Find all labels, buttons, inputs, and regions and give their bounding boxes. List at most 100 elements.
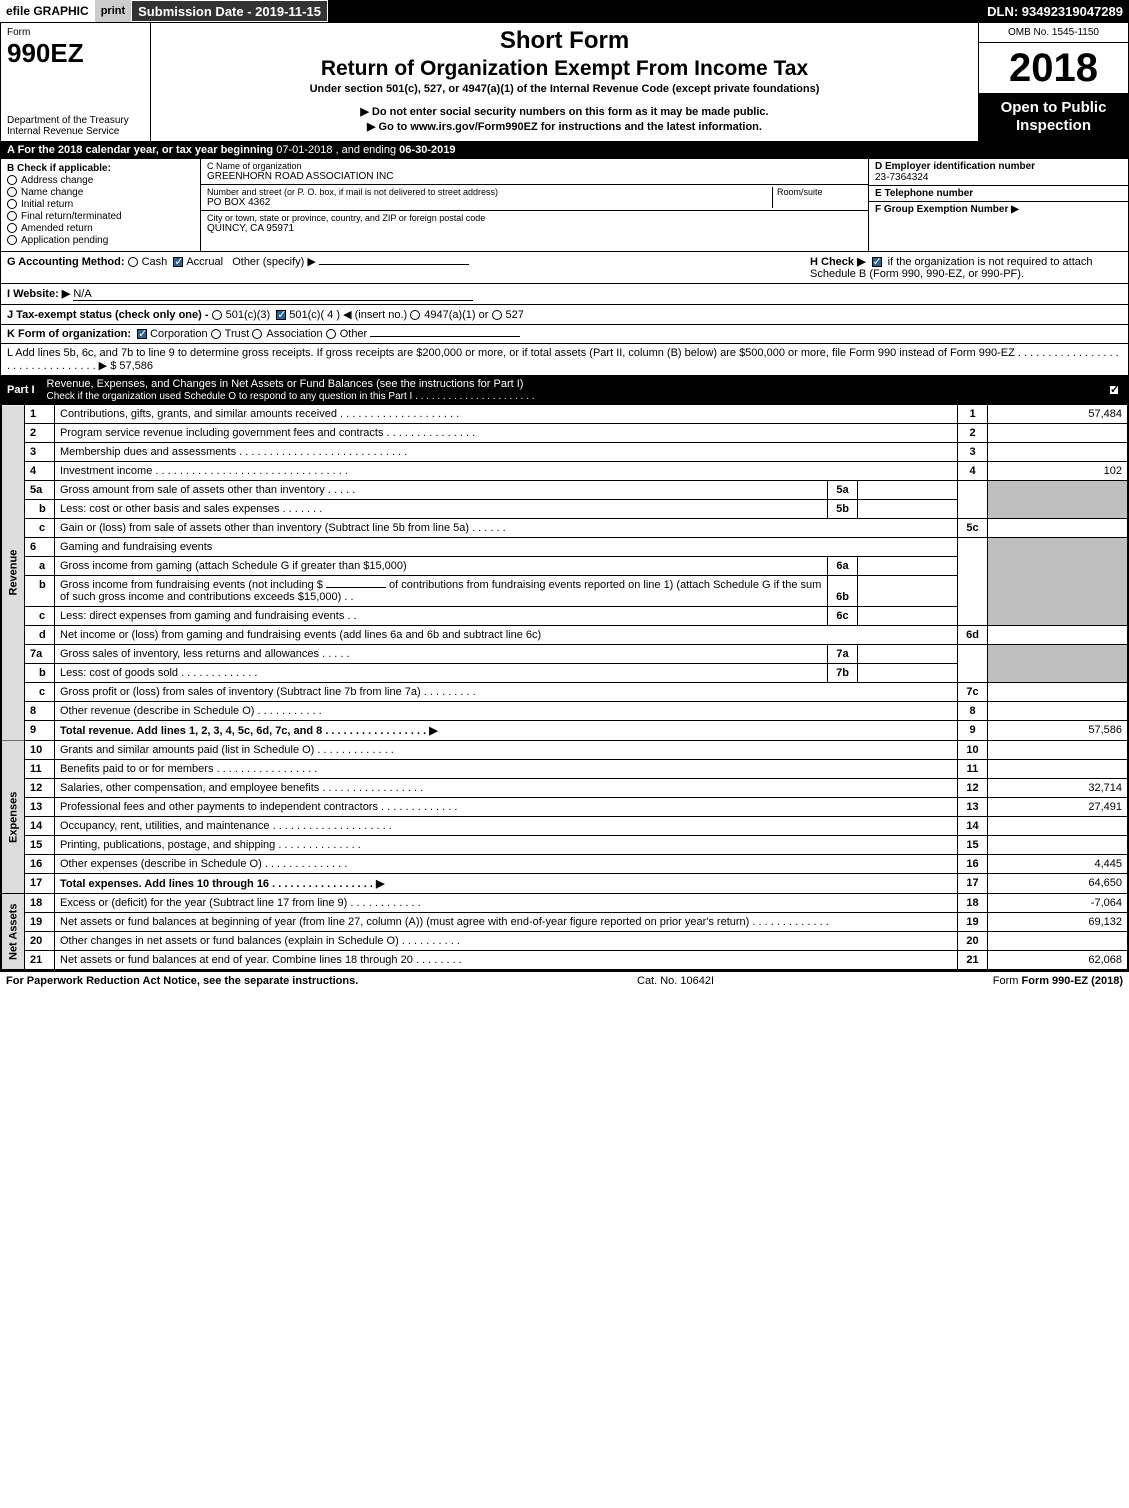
goto-link[interactable]: ▶ Go to www.irs.gov/Form990EZ for instru… [159, 120, 970, 133]
row-10-desc: Grants and similar amounts paid (list in… [55, 741, 958, 760]
chk-application-pending[interactable]: Application pending [7, 235, 194, 246]
row-11-rn: 11 [958, 760, 988, 779]
k-corp[interactable] [137, 329, 147, 339]
chk-final-return[interactable]: Final return/terminated [7, 211, 194, 222]
row-a-period: A For the 2018 calendar year, or tax yea… [1, 142, 1128, 159]
h-check[interactable] [872, 257, 882, 267]
column-c: C Name of organization GREENHORN ROAD AS… [201, 159, 868, 251]
room-lbl: Room/suite [777, 187, 862, 197]
row-17-num: 17 [25, 874, 55, 894]
efile-graphic-label: efile GRAPHIC [0, 0, 95, 22]
row-6b-mn: 6b [828, 576, 858, 607]
row-18-amt: -7,064 [988, 894, 1128, 913]
dln-label: DLN: 93492319047289 [981, 0, 1129, 22]
row-2-desc: Program service revenue including govern… [55, 424, 958, 443]
part-i-header: Part I Revenue, Expenses, and Changes in… [1, 375, 1128, 405]
row-7a-mv [858, 645, 958, 664]
top-bar: efile GRAPHIC print Submission Date - 20… [0, 0, 1129, 22]
row-9-desc: Total revenue. Add lines 1, 2, 3, 4, 5c,… [55, 721, 958, 741]
row-5c-desc: Gain or (loss) from sale of assets other… [55, 519, 958, 538]
row-21-num: 21 [25, 951, 55, 970]
column-d: D Employer identification number23-73643… [868, 159, 1128, 251]
row-5b-mv [858, 500, 958, 519]
part-i-label: Part I [7, 384, 35, 396]
row-16-amt: 4,445 [988, 855, 1128, 874]
row-15-rn: 15 [958, 836, 988, 855]
row-15-amt [988, 836, 1128, 855]
row-6d-num: d [25, 626, 55, 645]
row-19-rn: 19 [958, 913, 988, 932]
row-5c-amt [988, 519, 1128, 538]
row-6a-mv [858, 557, 958, 576]
row-1-amt: 57,484 [988, 405, 1128, 424]
line-l-gross: L Add lines 5b, 6c, and 7b to line 9 to … [1, 344, 1128, 375]
row-7c-amt [988, 683, 1128, 702]
chk-name-change[interactable]: Name change [7, 187, 194, 198]
row-3-rn: 3 [958, 443, 988, 462]
chk-address-change[interactable]: Address change [7, 175, 194, 186]
column-b: B Check if applicable: Address change Na… [1, 159, 201, 251]
row-6c-num: c [25, 607, 55, 626]
row-12-num: 12 [25, 779, 55, 798]
j-501c3[interactable] [212, 310, 222, 320]
row-14-num: 14 [25, 817, 55, 836]
row-8-num: 8 [25, 702, 55, 721]
row-6b-desc: Gross income from fundraising events (no… [55, 576, 828, 607]
section-revenue: Revenue [2, 405, 25, 741]
row-6c-mv [858, 607, 958, 626]
row-7b-desc: Less: cost of goods sold . . . . . . . .… [55, 664, 828, 683]
part-i-schedule-o-check[interactable] [1109, 385, 1119, 395]
k-assoc[interactable] [252, 329, 262, 339]
g-cash-radio[interactable] [128, 257, 138, 267]
row-17-amt: 64,650 [988, 874, 1128, 894]
j-501c[interactable] [276, 310, 286, 320]
g-accrual-check[interactable] [173, 257, 183, 267]
row-19-num: 19 [25, 913, 55, 932]
row-12-desc: Salaries, other compensation, and employ… [55, 779, 958, 798]
e-tel-lbl: E Telephone number [875, 188, 1122, 199]
l-value: 57,586 [119, 360, 153, 372]
title-return: Return of Organization Exempt From Incom… [159, 57, 970, 81]
chk-amended-return[interactable]: Amended return [7, 223, 194, 234]
j-4947[interactable] [410, 310, 420, 320]
row-6c-mn: 6c [828, 607, 858, 626]
line-k-orgform: K Form of organization: Corporation Trus… [1, 325, 1128, 344]
title-short-form: Short Form [159, 27, 970, 55]
row-10-rn: 10 [958, 741, 988, 760]
row-9-num: 9 [25, 721, 55, 741]
header-left: Form 990EZ Department of the TreasuryInt… [1, 23, 151, 141]
pra-notice: For Paperwork Reduction Act Notice, see … [6, 975, 358, 987]
row-17-rn: 17 [958, 874, 988, 894]
j-527[interactable] [492, 310, 502, 320]
line-j-taxexempt: J Tax-exempt status (check only one) - 5… [1, 305, 1128, 325]
row-4-amt: 102 [988, 462, 1128, 481]
row-21-amt: 62,068 [988, 951, 1128, 970]
h-label: H Check ▶ [810, 256, 869, 268]
row-6-desc: Gaming and fundraising events [55, 538, 958, 557]
row-16-rn: 16 [958, 855, 988, 874]
row-11-num: 11 [25, 760, 55, 779]
c-city-lbl: City or town, state or province, country… [207, 213, 862, 223]
k-other[interactable] [326, 329, 336, 339]
open-to-public-box: Open to Public Inspection [979, 93, 1128, 141]
k-trust[interactable] [211, 329, 221, 339]
row-5a-num: 5a [25, 481, 55, 500]
row-6a-desc: Gross income from gaming (attach Schedul… [55, 557, 828, 576]
print-button[interactable]: print [95, 0, 131, 22]
row-8-amt [988, 702, 1128, 721]
chk-initial-return[interactable]: Initial return [7, 199, 194, 210]
row-18-rn: 18 [958, 894, 988, 913]
row-7ab-rn-grey [958, 645, 988, 683]
row-7b-num: b [25, 664, 55, 683]
row-10-num: 10 [25, 741, 55, 760]
row-5b-desc: Less: cost or other basis and sales expe… [55, 500, 828, 519]
row-7a-num: 7a [25, 645, 55, 664]
row-5a-mn: 5a [828, 481, 858, 500]
row-11-desc: Benefits paid to or for members . . . . … [55, 760, 958, 779]
row-6-num: 6 [25, 538, 55, 557]
row-21-desc: Net assets or fund balances at end of ye… [55, 951, 958, 970]
row-3-num: 3 [25, 443, 55, 462]
row-13-amt: 27,491 [988, 798, 1128, 817]
row-6a-num: a [25, 557, 55, 576]
row-1-rn: 1 [958, 405, 988, 424]
